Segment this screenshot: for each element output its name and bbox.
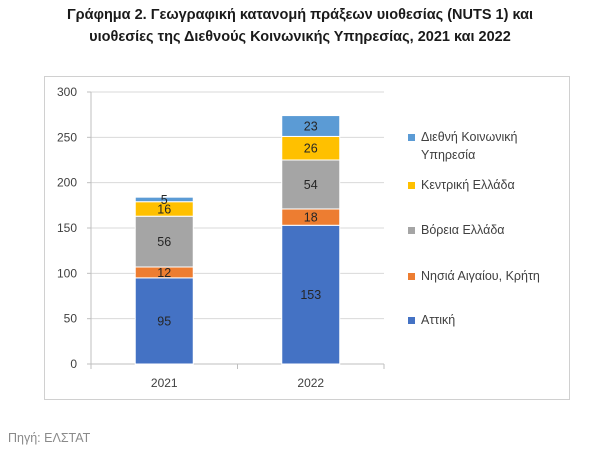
legend-label: Κεντρική Ελλάδα	[421, 176, 515, 194]
bar-segment	[134, 215, 194, 268]
bar-segment	[281, 224, 341, 365]
x-tick-label: 2021	[151, 376, 178, 390]
legend-swatch-icon	[408, 273, 415, 280]
axes: 0 50 100 150 200 250 300 2021 2022	[57, 85, 385, 390]
legend-label-line: Διεθνή Κοινωνική	[421, 130, 518, 144]
legend-swatch-icon	[408, 134, 415, 141]
legend-swatch-icon	[408, 182, 415, 189]
legend-label-line: Νησιά Αιγαίου, Κρήτη	[421, 269, 540, 283]
legend-label: Αττική	[421, 311, 455, 329]
data-label: 153	[300, 288, 321, 302]
bar-labels: 95 12 56 165 153 18 54 26 23	[157, 120, 321, 329]
y-tick-label: 150	[57, 221, 77, 235]
y-tick-label: 0	[70, 357, 77, 371]
legend-label-line: Κεντρική Ελλάδα	[421, 178, 515, 192]
bar-segment	[134, 277, 194, 365]
bar-segment	[281, 115, 341, 137]
y-tick-label: 200	[57, 176, 77, 190]
legend-label-line: Βόρεια Ελλάδα	[421, 223, 505, 237]
legend-label: Νησιά Αιγαίου, Κρήτη	[421, 267, 540, 285]
data-label: 56	[157, 235, 171, 249]
data-label: 12	[157, 266, 171, 280]
data-label: 23	[304, 120, 318, 134]
bar-segment	[281, 159, 341, 210]
legend-label: Βόρεια Ελλάδα	[421, 221, 505, 239]
source-note: Πηγή: ΕΛΣΤΑΤ	[8, 431, 91, 445]
y-tick-label: 250	[57, 130, 77, 144]
chart-title-line-1: Γράφημα 2. Γεωγραφική κατανομή πράξεων υ…	[66, 7, 534, 23]
chart-title: Γράφημα 2. Γεωγραφική κατανομή πράξεων υ…	[0, 4, 600, 48]
data-label: 26	[304, 142, 318, 156]
y-tick-label: 100	[57, 266, 77, 280]
legend-swatch-icon	[408, 317, 415, 324]
bars	[134, 115, 341, 365]
legend-item: Νησιά Αιγαίου, Κρήτη	[408, 267, 568, 285]
y-tick-label: 300	[57, 85, 77, 99]
x-tick-label: 2022	[297, 376, 324, 390]
chart-title-line-2: υιοθεσίες της Διεθνούς Κοινωνικής Υπηρεσ…	[89, 29, 511, 45]
data-label: 16	[157, 202, 171, 216]
data-label: 54	[304, 178, 318, 192]
data-label: 18	[304, 211, 318, 225]
legend-swatch-icon	[408, 227, 415, 234]
legend-label-line: Υπηρεσία	[421, 148, 476, 162]
data-label: 5	[161, 193, 168, 207]
legend-label: Διεθνή Κοινωνική Υπηρεσία	[421, 128, 517, 164]
bar-segment	[134, 196, 194, 203]
y-tick-label: 50	[64, 312, 78, 326]
data-label: 95	[157, 314, 171, 328]
legend-item: Αττική	[408, 311, 568, 329]
legend-label-line: Αττική	[421, 313, 456, 327]
legend-item: Διεθνή Κοινωνική Υπηρεσία	[408, 128, 568, 164]
legend-item: Βόρεια Ελλάδα	[408, 221, 568, 239]
legend-item: Κεντρική Ελλάδα	[408, 176, 568, 194]
